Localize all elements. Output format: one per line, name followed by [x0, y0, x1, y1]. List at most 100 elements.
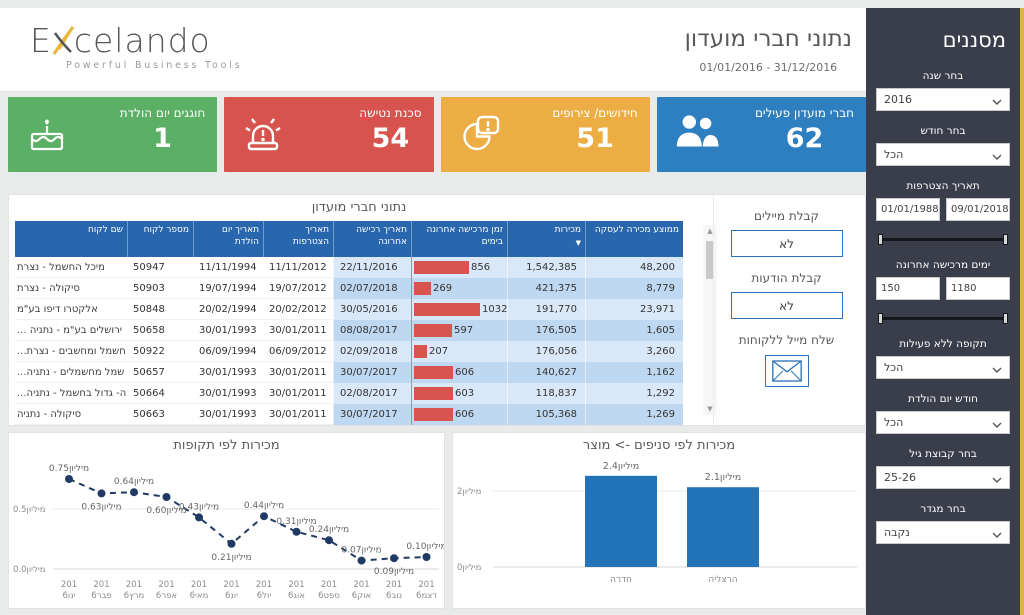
line-point-11[interactable]	[422, 553, 431, 561]
filter-days-last-purchase-slider[interactable]	[878, 313, 1008, 324]
line-point-4[interactable]	[195, 513, 203, 522]
bar-chart: מיליון0 מיליון2 2.4מיליון חדרה 2.1מיליון הרצל…	[453, 453, 865, 609]
excelando-logo: E celando Powerful Business Tools	[30, 24, 242, 71]
svg-text:201: 201	[288, 580, 304, 590]
cell-sales: 1,542,385	[507, 257, 585, 278]
members-table: שם לקוח מספר לקוח תאריך יום הולדת תאריך הצט…	[15, 221, 683, 425]
envelope-icon	[771, 360, 802, 382]
svg-text:6יול: 6יול	[257, 591, 272, 601]
line-point-10[interactable]	[390, 554, 398, 563]
svg-text:6אוק: 6אוק	[352, 591, 371, 601]
bar-הרצליה[interactable]	[687, 487, 759, 567]
table-row[interactable]: אלקטרו דיפו בע"מ 50848 20/02/1994 20/02/201…	[15, 299, 683, 320]
svg-text:2.4מיליון: 2.4מיליון	[603, 461, 639, 472]
filter-days-last-purchase-from-input[interactable]: 150	[876, 277, 940, 300]
logo-tagline: Powerful Business Tools	[66, 60, 243, 71]
date-range: 01/01/2016 - 31/12/2016	[699, 61, 838, 74]
filter-label-join-date: תאריך הצטרפות	[906, 180, 980, 192]
column-header-6[interactable]: מכירות ▼	[507, 221, 585, 257]
scrollbar-thumb[interactable]	[706, 241, 714, 279]
scroll-up-icon[interactable]: ▲	[707, 227, 713, 235]
filter-inactive-period-dropdown[interactable]: הכל	[876, 356, 1010, 379]
kpi-card-renewals[interactable]: חידושים/ צירופים 51	[440, 97, 650, 172]
cell-last-purchase-date: 30/05/2016	[333, 299, 411, 320]
table-row[interactable]: ה- גדול בחשמל - נתניה... 50664 30/01/1993 3…	[15, 383, 683, 404]
table-row[interactable]: סיקולה - נתניה 50663 30/01/1993 30/01/2011 3…	[15, 404, 683, 425]
kpi-card-active-members[interactable]: חברי מועדון פעילים 62	[656, 97, 866, 172]
receive-messages-value: לא	[779, 298, 794, 313]
svg-text:0.75מיליון: 0.75מיליון	[49, 464, 89, 474]
column-header-3[interactable]: תאריך הצטרפות	[263, 221, 333, 257]
line-point-0[interactable]	[65, 475, 73, 483]
line-point-8[interactable]	[325, 536, 333, 545]
table-row[interactable]: שמל מחשמלים - נתניה... 50657 30/01/1993 30/…	[15, 362, 683, 383]
column-header-7[interactable]: ממוצע מכירה לעסקה	[585, 221, 683, 257]
svg-text:6דצמ: 6דצמ	[416, 591, 437, 601]
receive-mails-button[interactable]: לא	[730, 230, 843, 257]
table-row[interactable]: סיקולה - נצרת 50903 19/07/1994 19/07/2012 02…	[15, 278, 683, 299]
cell-join-date: 30/01/2011	[263, 383, 333, 404]
table-row[interactable]: חשמל ומחשבים - נצרת... 50922 06/09/1994 06/…	[15, 341, 683, 362]
svg-text:0.5מיליון: 0.5מיליון	[13, 505, 46, 515]
cell-birth-date: 06/09/1994	[193, 341, 263, 362]
bar-חדרה[interactable]	[585, 475, 657, 567]
column-header-0[interactable]: שם לקוח	[87, 225, 123, 235]
svg-text:מיליון0: מיליון0	[457, 563, 481, 573]
svg-text:201: 201	[256, 580, 272, 590]
slider-handle-right[interactable]	[1003, 313, 1008, 324]
line-point-2[interactable]	[130, 488, 138, 497]
slider-handle-left[interactable]	[878, 234, 883, 245]
column-header-2[interactable]: תאריך יום הולדת	[193, 221, 263, 257]
table-row[interactable]: ירושלים בע"מ - נתניה... 50658 30/01/1993 30…	[15, 320, 683, 341]
bar-chart-title: מכירות לפי סניפים -> מוצר	[582, 438, 736, 453]
line-point-3[interactable]	[162, 493, 171, 501]
kpi-card-churn-risk[interactable]: סכנת נטישה 54	[224, 97, 434, 172]
filter-days-last-purchase-to-input[interactable]: 1180	[946, 277, 1010, 300]
slider-handle-left[interactable]	[878, 313, 883, 324]
line-point-9[interactable]	[357, 556, 366, 565]
line-point-1[interactable]	[97, 489, 106, 498]
filter-label-gender: בחר מגדר	[920, 503, 966, 515]
days-value: 269	[433, 283, 453, 294]
svg-text:6מרץ: 6מרץ	[124, 591, 145, 601]
column-header-4[interactable]: תאריך רכישה אחרונה	[333, 221, 411, 257]
cake-icon	[24, 112, 70, 158]
line-point-5[interactable]	[227, 539, 236, 548]
column-header-5[interactable]: זמן מרכישה אחרונה בימים	[411, 221, 507, 257]
kpi-text: חברי מועדון פעילים 62	[755, 106, 854, 154]
kpi-value: 54	[371, 123, 410, 154]
slider-track	[879, 238, 1007, 241]
filter-join-date-from-input[interactable]: 01/01/1988	[876, 198, 940, 221]
svg-text:6נוב: 6נוב	[386, 591, 402, 601]
filter-gender-dropdown[interactable]: נקבה	[876, 521, 1010, 544]
filter-join-date-to-input[interactable]: 09/01/2018	[946, 198, 1010, 221]
kpi-card-birthdays[interactable]: חוגגים יום הולדת 1	[8, 97, 218, 172]
cell-customer-id: 50848	[127, 299, 193, 320]
receive-messages-button[interactable]: לא	[730, 292, 843, 319]
column-header-1[interactable]: מספר לקוח	[127, 221, 193, 257]
receive-messages-label: קבלת הודעות	[751, 271, 822, 285]
kpi-text: חידושים/ צירופים 51	[552, 106, 637, 154]
members-table-card: נתוני חברי מועדון שם לקוח מספר לקוח תאריך …	[8, 194, 866, 426]
scroll-down-icon[interactable]: ▼	[707, 405, 713, 413]
cell-join-date: 20/02/2012	[263, 299, 333, 320]
receive-mails-value: לא	[779, 236, 794, 251]
send-mail-button[interactable]	[764, 355, 809, 387]
cell-avg-sale: 1,162	[585, 362, 683, 383]
filter-year-dropdown[interactable]: 2016	[876, 88, 1010, 111]
line-point-6[interactable]	[260, 512, 268, 521]
filter-birthday-month-dropdown[interactable]: הכל	[876, 411, 1010, 434]
sort-descending-icon[interactable]: ▼	[575, 238, 581, 247]
table-row[interactable]: מיכל החשמל - נצרת 50947 11/11/1994 11/11/20…	[15, 257, 683, 278]
filter-age-group-dropdown[interactable]: 25-26	[876, 466, 1010, 489]
kpi-value: 62	[785, 123, 824, 154]
cell-customer-name: ה- גדול בחשמל - נתניה...	[15, 383, 127, 404]
days-value: 856	[471, 262, 491, 273]
svg-text:0.63מיליון: 0.63מיליון	[81, 502, 121, 512]
filter-month-dropdown[interactable]: הכל	[876, 143, 1010, 166]
svg-text:201: 201	[126, 580, 142, 590]
filter-join-date-slider[interactable]	[878, 234, 1008, 245]
line-point-7[interactable]	[292, 527, 301, 536]
logo-text-end: celando	[73, 21, 211, 60]
slider-handle-right[interactable]	[1003, 234, 1008, 245]
